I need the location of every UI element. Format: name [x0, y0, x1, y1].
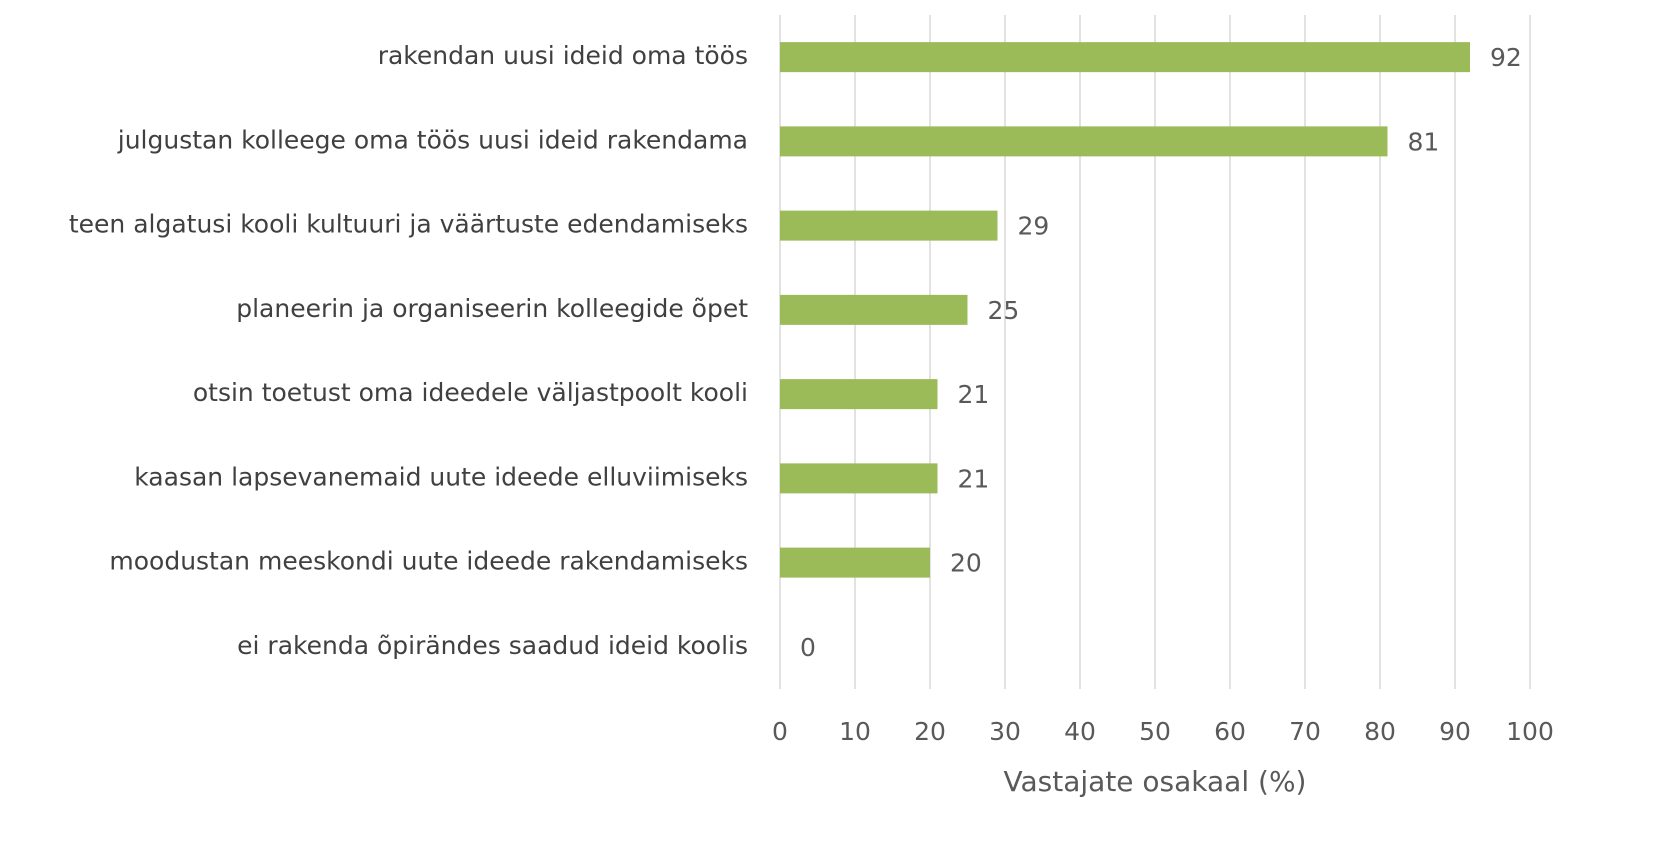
y-tick-label: otsin toetust oma ideedele väljastpoolt …: [193, 378, 748, 407]
data-label: 21: [958, 464, 990, 493]
x-tick-label: 20: [914, 717, 946, 746]
y-tick-label: planeerin ja organiseerin kolleegide õpe…: [236, 294, 748, 323]
data-label: 92: [1490, 43, 1522, 72]
data-label: 0: [800, 633, 816, 662]
y-tick-label: moodustan meeskondi uute ideede rakendam…: [109, 547, 748, 576]
x-tick-label: 100: [1506, 717, 1554, 746]
x-tick-label: 50: [1139, 717, 1171, 746]
y-tick-label: kaasan lapsevanemaid uute ideede elluvii…: [134, 462, 748, 491]
data-label: 21: [958, 380, 990, 409]
y-tick-label: teen algatusi kooli kultuuri ja väärtust…: [69, 210, 748, 239]
bar: [780, 210, 998, 241]
x-tick-label: 90: [1439, 717, 1471, 746]
x-tick-label: 30: [989, 717, 1021, 746]
y-tick-label: julgustan kolleege oma töös uusi ideid r…: [117, 125, 748, 154]
data-label: 29: [1018, 212, 1050, 241]
x-tick-label: 60: [1214, 717, 1246, 746]
bar: [780, 42, 1470, 73]
x-tick-label: 70: [1289, 717, 1321, 746]
x-tick-label: 80: [1364, 717, 1396, 746]
y-tick-label: rakendan uusi ideid oma töös: [378, 41, 748, 70]
bar: [780, 547, 930, 578]
data-label: 81: [1408, 127, 1440, 156]
data-label: 25: [988, 296, 1020, 325]
x-tick-label: 10: [839, 717, 871, 746]
x-tick-label: 0: [772, 717, 788, 746]
x-tick-label: 40: [1064, 717, 1096, 746]
bar: [780, 126, 1388, 157]
data-label: 20: [950, 549, 982, 578]
bar: [780, 294, 968, 325]
x-axis-title: Vastajate osakaal (%): [1004, 765, 1307, 798]
bar: [780, 379, 938, 410]
y-tick-label: ei rakenda õpirändes saadud ideid koolis: [237, 631, 748, 660]
bar: [780, 463, 938, 494]
